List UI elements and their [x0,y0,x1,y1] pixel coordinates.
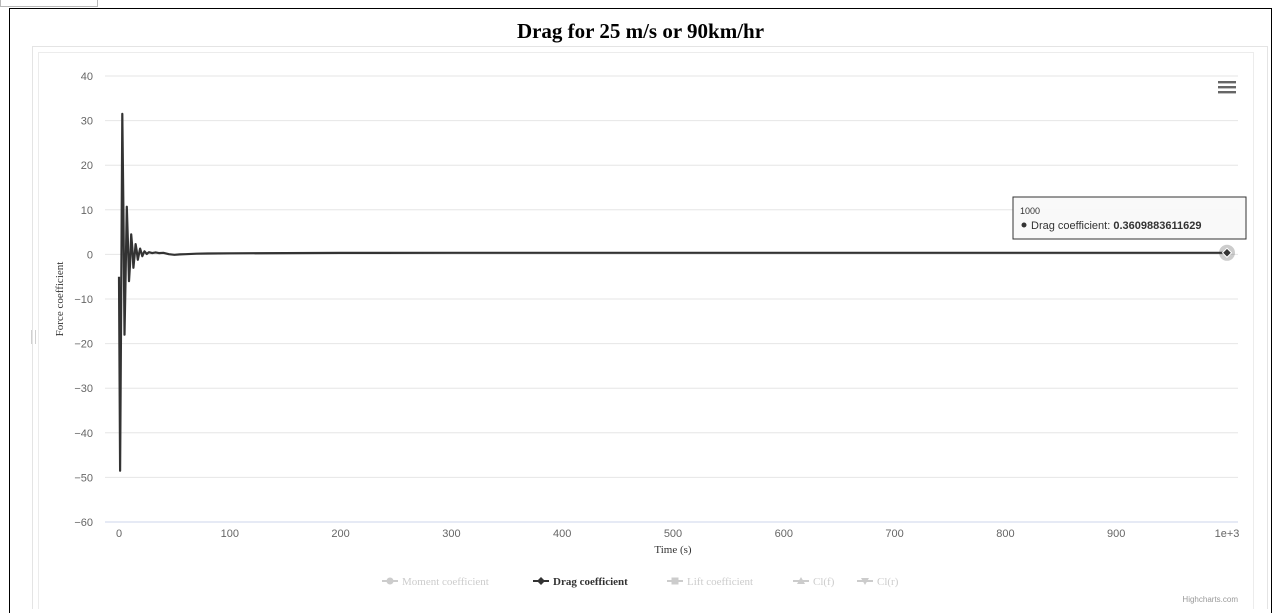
tooltip-series-name: Drag coefficient [1031,220,1107,232]
tooltip-value: 0.3609883611629 [1113,220,1201,232]
legend-item[interactable]: Drag coefficient [533,576,628,588]
y-tick-label: −40 [74,428,93,440]
x-tick-label: 400 [553,528,571,540]
y-tick-label: 20 [81,160,93,172]
x-axis-title: Time (s) [654,544,692,556]
y-axis-ticks: 40 30 20 10 0 −10 −20 −30 −40 −50 −60 [74,71,93,529]
tooltip-series-marker [1021,222,1027,228]
legend-label: Moment coefficient [402,576,489,588]
y-tick-label: −30 [74,383,93,395]
chart-panel [32,46,1268,609]
grid-lines [105,75,1238,478]
hover-point-marker[interactable] [1221,247,1233,258]
highcharts-credit[interactable]: Highcharts.com [1182,595,1238,604]
y-tick-label: −50 [74,472,93,484]
y-tick-label: −10 [74,294,93,306]
legend-marker-square [671,577,679,585]
y-axis-title: Force coefficient [54,262,66,337]
corner-tab [0,0,98,7]
legend-marker-triangle [797,577,805,584]
x-tick-label: 200 [331,528,349,540]
legend-label: Cl(r) [877,576,899,588]
chart-container [38,52,1254,609]
legend-marker-circle [386,577,394,585]
x-tick-label: 1e+3 [1215,528,1240,540]
legend-label: Drag coefficient [553,576,628,588]
tooltip-box [1012,196,1247,240]
y-tick-label: 10 [81,205,93,217]
legend-marker-diamond [537,577,545,585]
x-tick-label: 800 [996,528,1014,540]
resize-handle[interactable] [31,330,36,344]
legend-marker-triangle-down [861,578,869,585]
x-tick-label: 700 [885,528,903,540]
page-frame: Drag for 25 m/s or 90km/hr [9,8,1272,613]
series-line-drag-coefficient [117,112,1227,472]
y-tick-label: 30 [81,116,93,128]
x-tick-label: 0 [116,528,122,540]
legend-item[interactable]: Cl(f) [793,576,835,588]
tooltip-x-value: 1000 [1020,206,1040,216]
x-tick-label: 900 [1107,528,1125,540]
tooltip-series-line: Drag coefficient: 0.3609883611629 [1031,220,1201,232]
y-tick-label: −20 [74,339,93,351]
x-tick-label: 300 [442,528,460,540]
y-tick-label: 40 [81,71,93,83]
tooltip: 1000 Drag coefficient: 0.3609883611629 [1012,196,1247,240]
series-layer [117,112,1235,472]
x-tick-label: 600 [775,528,793,540]
page-title: Drag for 25 m/s or 90km/hr [516,19,765,43]
x-tick-label: 500 [664,528,682,540]
hamburger-menu-icon[interactable] [1214,78,1238,96]
legend: Moment coefficient Drag coefficient Lift c… [382,576,899,588]
y-tick-label: 0 [87,249,93,261]
x-axis-ticks: 0 100 200 300 400 500 600 700 800 900 1e+3 [116,528,1239,540]
legend-label: Cl(f) [813,576,835,588]
legend-item[interactable]: Cl(r) [857,576,899,588]
legend-label: Lift coefficient [687,576,753,588]
x-tick-label: 100 [221,528,239,540]
y-tick-label: −60 [74,517,93,529]
legend-item[interactable]: Moment coefficient [382,576,489,588]
legend-item[interactable]: Lift coefficient [667,576,753,588]
